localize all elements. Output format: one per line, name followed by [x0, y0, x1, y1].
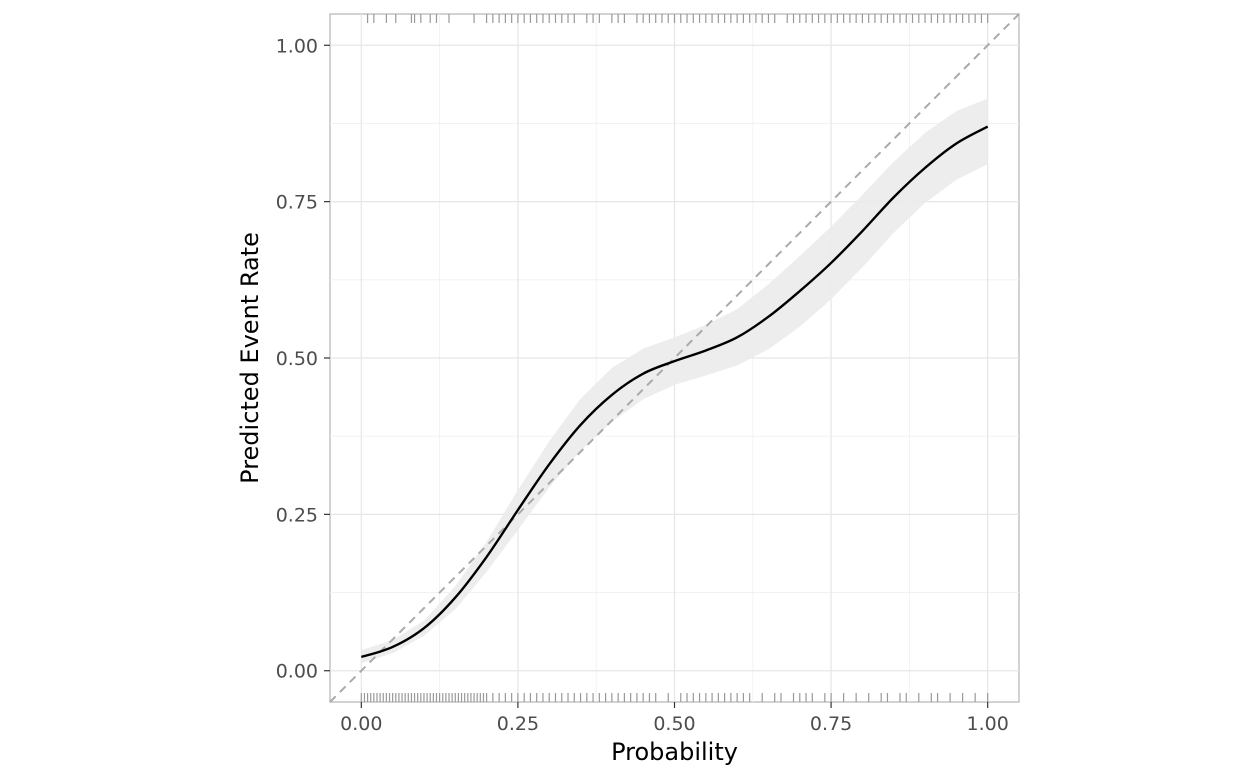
grid-major — [330, 14, 1019, 702]
y-tick-label-0: 0.00 — [276, 661, 318, 683]
x-tick-label-2: 0.50 — [653, 713, 695, 735]
y-tick-label-4: 1.00 — [276, 35, 318, 57]
confidence-band-layer — [361, 98, 988, 664]
x-tick-label-1: 0.25 — [497, 713, 539, 735]
x-tick-label-3: 0.75 — [810, 713, 852, 735]
x-axis-title: Probability — [611, 738, 738, 766]
y-axis-title: Predicted Event Rate — [236, 232, 264, 484]
calibration-curve-0 — [360, 125, 989, 659]
confidence-band-0 — [361, 98, 988, 664]
x-axis-ticks: 0.00 0.25 0.50 0.75 1.00 — [340, 702, 1009, 735]
x-tick-label-4: 1.00 — [967, 713, 1009, 735]
x-tick-label-0: 0.00 — [340, 713, 382, 735]
y-tick-label-2: 0.50 — [276, 348, 318, 370]
y-tick-label-1: 0.25 — [276, 504, 318, 526]
series-line-layer — [360, 125, 989, 659]
y-axis-ticks: 0.00 0.25 0.50 0.75 1.00 — [276, 35, 330, 683]
y-tick-label-3: 0.75 — [276, 192, 318, 214]
rug-bottom — [360, 693, 989, 702]
rug-top — [366, 14, 989, 23]
